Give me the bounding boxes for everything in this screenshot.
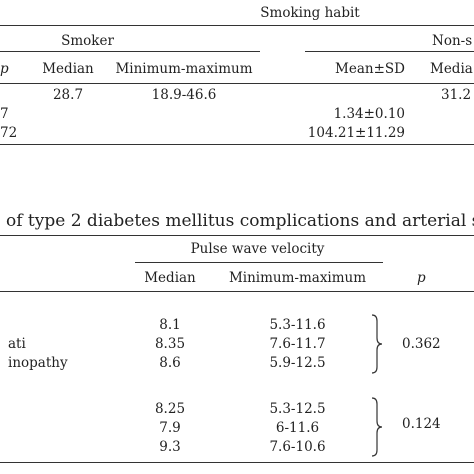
t1-r1-median-cut: 31.2: [441, 87, 472, 103]
pwv-rule: [135, 262, 383, 263]
smoker-rule: [0, 51, 260, 52]
t2-minmax-header: Minimum-maximum: [228, 270, 367, 286]
g2-r3-minmax: 7.6-10.6: [269, 439, 326, 455]
g1-r2-minmax: 7.6-11.7: [269, 336, 326, 352]
t1-r2-meansd: 1.34±0.10: [333, 106, 405, 122]
smoking-habit-header: Smoking habit: [260, 5, 360, 21]
group2-brace-icon: [371, 397, 383, 457]
g2-r1-median: 8.25: [154, 401, 186, 417]
nonsmoker-header: Non-s: [432, 33, 473, 49]
smoker-header: Smoker: [61, 33, 114, 49]
g1-r3-median: 8.6: [159, 355, 181, 371]
g2-r2-median: 7.9: [159, 420, 181, 436]
g1-r2-median: 8.35: [154, 336, 186, 352]
t1-header-rule: [0, 83, 474, 84]
t1-r3-cut: 72: [0, 125, 18, 141]
group1-p-value: 0.362: [402, 336, 441, 352]
t1-p-col-header: p: [0, 61, 9, 77]
g2-r2-minmax: 6-11.6: [275, 420, 320, 436]
t2-bottom-rule: [0, 462, 474, 463]
g2-r3-median: 9.3: [159, 439, 181, 455]
t1-r2-cut: 7: [0, 106, 9, 122]
t2-header-rule: [0, 291, 474, 292]
top-rule: [0, 25, 474, 26]
group1-brace-icon: [371, 314, 383, 374]
t1-r1-median: 28.7: [52, 87, 84, 103]
g1-r1-minmax: 5.3-11.6: [269, 317, 326, 333]
t2-median-header: Median: [144, 270, 196, 286]
t1-median-header: Median: [42, 61, 94, 77]
group2-p-value: 0.124: [402, 416, 441, 432]
g1-r2-label: ati: [8, 336, 26, 352]
table2-caption: of type 2 diabetes mellitus complication…: [6, 211, 474, 231]
t2-top-rule: [0, 235, 474, 236]
t1-minmax-header: Minimum-maximum: [115, 61, 253, 77]
g1-r3-label: inopathy: [8, 355, 68, 371]
t1-median-header-cut: Media: [430, 61, 473, 77]
g1-r3-minmax: 5.9-12.5: [269, 355, 326, 371]
g2-r1-minmax: 5.3-12.5: [269, 401, 326, 417]
t2-p-header: p: [417, 270, 426, 286]
pwv-header: Pulse wave velocity: [190, 241, 325, 257]
t1-r3-meansd: 104.21±11.29: [307, 125, 405, 141]
t1-meansd-header: Mean±SD: [335, 61, 405, 77]
t1-bottom-rule: [0, 144, 474, 145]
g1-r1-median: 8.1: [159, 317, 181, 333]
t1-r1-minmax: 18.9-46.6: [151, 87, 217, 103]
nonsmoker-rule: [305, 51, 474, 52]
